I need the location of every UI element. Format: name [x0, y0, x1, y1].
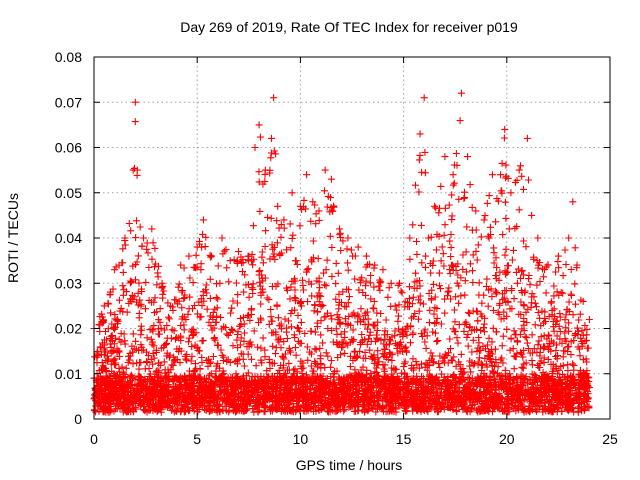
y-tick-labels: 0 0.01 0.02 0.03 0.04 0.05 0.06 0.07 0.08: [55, 49, 82, 427]
axis-ticks: [93, 56, 611, 420]
x-tick-labels: 0 5 10 15 20 25: [90, 431, 618, 447]
x-tick-label: 25: [602, 431, 618, 447]
data-points: [90, 89, 593, 416]
chart-title: Day 269 of 2019, Rate Of TEC Index for r…: [180, 19, 518, 35]
y-tick-label: 0.04: [55, 230, 82, 246]
x-tick-label: 10: [293, 431, 309, 447]
x-tick-label: 5: [193, 431, 201, 447]
y-axis-label: ROTI / TECUs: [5, 193, 21, 283]
y-tick-label: 0.08: [55, 49, 82, 65]
y-tick-label: 0.01: [55, 366, 82, 382]
y-tick-label: 0.02: [55, 321, 82, 337]
y-tick-label: 0.07: [55, 94, 82, 110]
x-axis-label: GPS time / hours: [296, 457, 403, 473]
roti-data-points: [90, 89, 593, 416]
y-tick-label: 0.06: [55, 140, 82, 156]
x-tick-label: 15: [396, 431, 412, 447]
y-tick-label: 0: [74, 411, 82, 427]
x-tick-label: 20: [499, 431, 515, 447]
y-tick-label: 0.05: [55, 185, 82, 201]
x-tick-label: 0: [90, 431, 98, 447]
y-tick-label: 0.03: [55, 275, 82, 291]
